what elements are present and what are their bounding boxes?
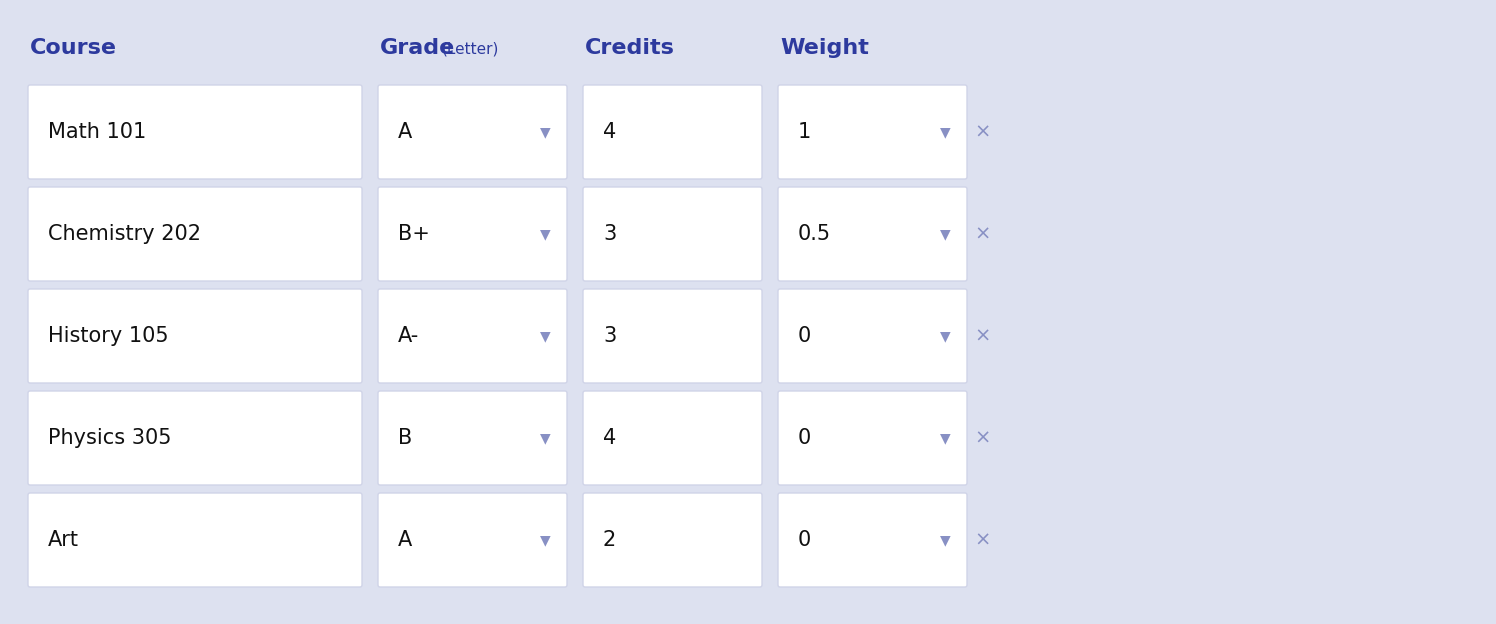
Text: ▼: ▼: [939, 533, 950, 547]
Text: ▼: ▼: [540, 227, 551, 241]
Text: 0: 0: [797, 530, 811, 550]
FancyBboxPatch shape: [378, 289, 567, 383]
Text: Chemistry 202: Chemistry 202: [48, 224, 200, 244]
FancyBboxPatch shape: [378, 493, 567, 587]
Text: ×: ×: [975, 225, 992, 243]
Text: 4: 4: [603, 428, 616, 448]
Text: ×: ×: [975, 122, 992, 142]
Text: 4: 4: [603, 122, 616, 142]
FancyBboxPatch shape: [583, 493, 761, 587]
FancyBboxPatch shape: [28, 493, 362, 587]
Text: ▼: ▼: [939, 227, 950, 241]
FancyBboxPatch shape: [778, 187, 966, 281]
Text: History 105: History 105: [48, 326, 169, 346]
Text: ▼: ▼: [540, 431, 551, 445]
Text: A: A: [398, 122, 413, 142]
Text: 1: 1: [797, 122, 811, 142]
Text: Weight: Weight: [779, 37, 869, 57]
FancyBboxPatch shape: [583, 187, 761, 281]
Text: Art: Art: [48, 530, 79, 550]
Text: ▼: ▼: [939, 125, 950, 139]
FancyBboxPatch shape: [28, 187, 362, 281]
Text: Math 101: Math 101: [48, 122, 147, 142]
FancyBboxPatch shape: [583, 289, 761, 383]
Text: B: B: [398, 428, 413, 448]
Text: 0: 0: [797, 428, 811, 448]
Text: ▼: ▼: [540, 329, 551, 343]
Text: 0.5: 0.5: [797, 224, 832, 244]
FancyBboxPatch shape: [583, 85, 761, 179]
Text: Grade: Grade: [380, 37, 455, 57]
FancyBboxPatch shape: [778, 493, 966, 587]
Text: (Letter): (Letter): [441, 42, 500, 57]
Text: 2: 2: [603, 530, 616, 550]
FancyBboxPatch shape: [28, 85, 362, 179]
FancyBboxPatch shape: [28, 391, 362, 485]
Text: ▼: ▼: [939, 329, 950, 343]
Text: ×: ×: [975, 530, 992, 550]
Text: A-: A-: [398, 326, 419, 346]
Text: B+: B+: [398, 224, 429, 244]
Text: ▼: ▼: [540, 533, 551, 547]
Text: A: A: [398, 530, 413, 550]
Text: Credits: Credits: [585, 37, 675, 57]
Text: 0: 0: [797, 326, 811, 346]
FancyBboxPatch shape: [583, 391, 761, 485]
FancyBboxPatch shape: [378, 391, 567, 485]
Text: ▼: ▼: [939, 431, 950, 445]
FancyBboxPatch shape: [778, 289, 966, 383]
Text: 3: 3: [603, 224, 616, 244]
FancyBboxPatch shape: [778, 391, 966, 485]
FancyBboxPatch shape: [778, 85, 966, 179]
Text: ×: ×: [975, 429, 992, 447]
FancyBboxPatch shape: [28, 289, 362, 383]
FancyBboxPatch shape: [378, 187, 567, 281]
Text: Course: Course: [30, 37, 117, 57]
Text: 3: 3: [603, 326, 616, 346]
Text: ▼: ▼: [540, 125, 551, 139]
FancyBboxPatch shape: [378, 85, 567, 179]
Text: ×: ×: [975, 326, 992, 346]
Text: Physics 305: Physics 305: [48, 428, 172, 448]
